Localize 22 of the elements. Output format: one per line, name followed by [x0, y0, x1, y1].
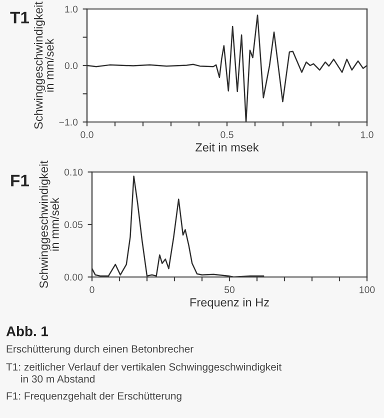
- y-tick-label: 0.00: [64, 274, 83, 281]
- y-tick-label: 0.05: [64, 221, 83, 228]
- chart-title: F1: [11, 174, 29, 186]
- x-tick-label: 0: [90, 286, 94, 294]
- x-axis-title: Zeit in msek: [196, 142, 259, 152]
- caption: Abb. 1: [6, 326, 48, 336]
- y-tick-label: 0.0: [64, 62, 78, 70]
- chart-title: T1: [10, 12, 29, 24]
- x-tick-label: 0.0: [80, 131, 94, 138]
- text: Erschütterung durch einen Betonbrecher: [6, 345, 194, 355]
- y-tick-label: 0.10: [64, 168, 83, 176]
- x-tick-label: 1.0: [360, 131, 374, 138]
- y-axis-title: Schwinggeschwindigkeit in mm/sek: [39, 160, 59, 288]
- text: T1: zeitlicher Verlauf der vertikalen Schwinggeschwindigkeit in 30 m Abstand: [6, 363, 282, 383]
- text: F1: Frequenzgehalt der Erschütterung: [6, 392, 182, 402]
- x-tick-label: 50: [224, 286, 235, 294]
- x-tick-label: 100: [360, 286, 375, 294]
- x-axis-title: Frequenz in Hz: [190, 298, 269, 309]
- x-tick-label: 0.5: [220, 131, 234, 138]
- y-axis-title: Schwinggeschwindigkeit in mm/sek: [34, 2, 54, 129]
- y-tick-label: −1.0: [59, 118, 78, 126]
- y-tick-label: 1.0: [65, 6, 78, 13]
